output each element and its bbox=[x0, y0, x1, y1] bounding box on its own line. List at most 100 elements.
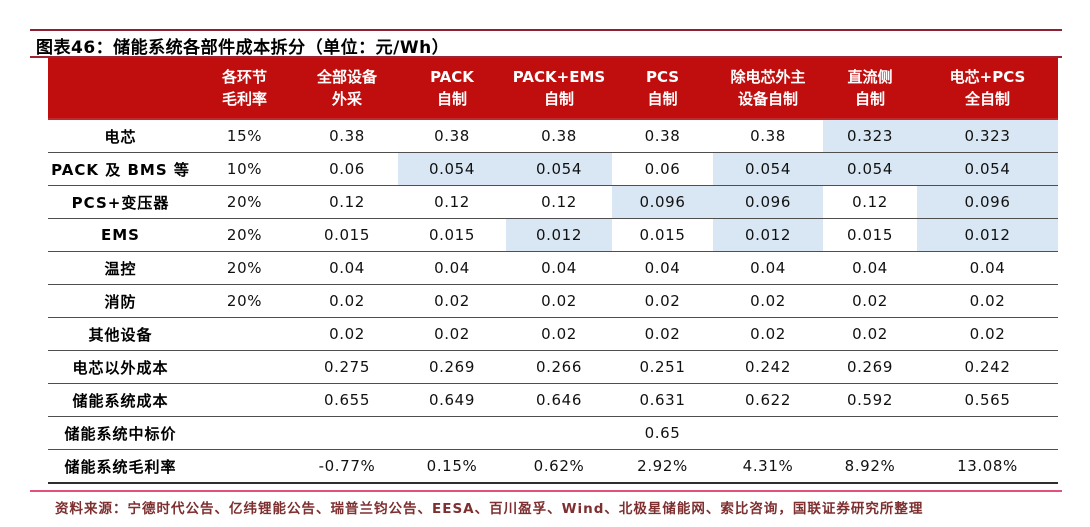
column-header: PACK+EMS 自制 bbox=[506, 58, 612, 119]
row-label: 其他设备 bbox=[88, 325, 153, 344]
table-cell: 0.012 bbox=[917, 218, 1058, 252]
table-cell: 0.015 bbox=[324, 226, 370, 244]
row-label: 储能系统成本 bbox=[72, 391, 169, 410]
table-row: 储能系统成本 0.655 0.649 0.646 0.631 0.622 0.592 0.56… bbox=[48, 383, 1058, 417]
table-cell: 0.38 bbox=[750, 127, 786, 145]
table-cell bbox=[713, 417, 823, 450]
table-cell: 0.266 bbox=[536, 358, 582, 376]
table-cell: 0.269 bbox=[429, 358, 475, 376]
source-note: 资料来源：宁德时代公告、亿纬锂能公告、瑞普兰钧公告、EESA、百川盈孚、Wind… bbox=[55, 501, 924, 517]
row-label: 温控 bbox=[104, 259, 137, 278]
table-cell: 0.04 bbox=[852, 259, 888, 277]
table-cell bbox=[823, 417, 917, 450]
table-cell: 0.12 bbox=[852, 193, 888, 211]
table-row: EMS 20% 0.015 0.015 0.012 0.015 0.012 0.015 0.01… bbox=[48, 218, 1058, 252]
table-header: 各环节 毛利率 全部设备 外采 PACK 自制 PACK+EMS 自制 PCS 自制 除电芯外主 设备… bbox=[48, 58, 1058, 119]
table-cell: 0.38 bbox=[541, 127, 577, 145]
table-cell: 20% bbox=[226, 226, 263, 244]
table-cell: 0.02 bbox=[750, 292, 786, 310]
table-cell bbox=[193, 351, 296, 384]
table-cell: 0.06 bbox=[329, 160, 365, 178]
row-label: PACK 及 BMS 等 bbox=[51, 160, 190, 179]
table-cell: 0.096 bbox=[917, 185, 1058, 219]
table-cell: 0.02 bbox=[541, 292, 577, 310]
table-cell: 0.38 bbox=[434, 127, 470, 145]
top-rule-divider bbox=[30, 29, 1062, 31]
bottom-rule-divider bbox=[30, 490, 1062, 492]
row-label: EMS bbox=[101, 226, 140, 244]
table-cell: 0.02 bbox=[969, 292, 1006, 310]
table-cell: 20% bbox=[226, 193, 263, 211]
table-row: 温控 20% 0.04 0.04 0.04 0.04 0.04 0.04 0.04 bbox=[48, 251, 1058, 285]
column-header: 各环节 毛利率 bbox=[193, 58, 296, 119]
table-cell: 0.12 bbox=[541, 193, 577, 211]
table-cell: 0.622 bbox=[745, 391, 791, 409]
table-cell: 0.02 bbox=[852, 292, 888, 310]
table-cell: 0.04 bbox=[644, 259, 681, 277]
table-row: 储能系统中标价 0.65 bbox=[48, 416, 1058, 450]
table-cell: 0.12 bbox=[329, 193, 365, 211]
table-cell: 0.02 bbox=[644, 325, 681, 343]
table-cell: 0.323 bbox=[917, 119, 1058, 153]
row-label: 电芯 bbox=[104, 127, 137, 146]
table-cell: 0.015 bbox=[639, 226, 686, 244]
table-row: PCS+变压器 20% 0.12 0.12 0.12 0.096 0.096 0.12 0.09… bbox=[48, 185, 1058, 219]
table-cell: 0.15% bbox=[426, 457, 478, 475]
table-cell: 0.012 bbox=[713, 218, 823, 252]
table-cell: 0.04 bbox=[541, 259, 577, 277]
figure-title: 图表46：储能系统各部件成本拆分（单位：元/Wh） bbox=[36, 38, 450, 58]
table-body: 电芯 15% 0.38 0.38 0.38 0.38 0.38 0.323 0.323 PACK … bbox=[48, 119, 1058, 483]
column-header: PACK 自制 bbox=[398, 58, 506, 119]
table-cell: 0.592 bbox=[847, 391, 893, 409]
table-cell: 0.65 bbox=[644, 424, 681, 442]
column-header: PCS 自制 bbox=[612, 58, 713, 119]
table-cell: 0.054 bbox=[398, 152, 506, 186]
column-header: 全部设备 外采 bbox=[296, 58, 398, 119]
table-cell: 0.649 bbox=[429, 391, 475, 409]
table-cell: 0.06 bbox=[644, 160, 681, 178]
table-cell bbox=[917, 417, 1058, 450]
table-row: 电芯以外成本 0.275 0.269 0.266 0.251 0.242 0.269 0.24… bbox=[48, 350, 1058, 384]
table-cell: 0.02 bbox=[852, 325, 888, 343]
row-label: 消防 bbox=[104, 292, 137, 311]
table-cell: 0.02 bbox=[644, 292, 681, 310]
table-cell: 0.02 bbox=[541, 325, 577, 343]
table-cell: 0.02 bbox=[434, 292, 470, 310]
table-cell: 0.04 bbox=[434, 259, 470, 277]
table-cell: 0.04 bbox=[329, 259, 365, 277]
table-row: 其他设备 0.02 0.02 0.02 0.02 0.02 0.02 0.02 bbox=[48, 317, 1058, 351]
table-cell: 0.054 bbox=[506, 152, 612, 186]
table-cell: 0.631 bbox=[639, 391, 686, 409]
table-cell: 20% bbox=[226, 292, 263, 310]
table-cell bbox=[398, 417, 506, 450]
row-label: 电芯以外成本 bbox=[72, 358, 169, 377]
table-cell: 0.38 bbox=[329, 127, 365, 145]
table-cell: 0.02 bbox=[969, 325, 1006, 343]
column-header bbox=[48, 58, 193, 119]
table-cell: 0.012 bbox=[506, 218, 612, 252]
table-cell: 0.015 bbox=[847, 226, 893, 244]
header-row: 各环节 毛利率 全部设备 外采 PACK 自制 PACK+EMS 自制 PCS 自制 除电芯外主 设备… bbox=[48, 58, 1058, 119]
table-cell: 0.565 bbox=[964, 391, 1011, 409]
table-cell: 0.02 bbox=[329, 325, 365, 343]
column-header: 直流侧 自制 bbox=[823, 58, 917, 119]
table-row: PACK 及 BMS 等 10% 0.06 0.054 0.054 0.06 0.054 0.… bbox=[48, 152, 1058, 186]
table-cell: 0.323 bbox=[823, 119, 917, 153]
table-cell: 0.269 bbox=[847, 358, 893, 376]
table-cell: 2.92% bbox=[637, 457, 688, 475]
table-cell: 10% bbox=[226, 160, 263, 178]
table-cell: 0.054 bbox=[823, 152, 917, 186]
table-cell: 0.054 bbox=[713, 152, 823, 186]
row-label: PCS+变压器 bbox=[71, 193, 170, 212]
table-cell: 0.04 bbox=[969, 259, 1006, 277]
row-label: 储能系统中标价 bbox=[64, 424, 177, 443]
table-cell: 0.12 bbox=[434, 193, 470, 211]
table-row: 电芯 15% 0.38 0.38 0.38 0.38 0.38 0.323 0.323 bbox=[48, 119, 1058, 153]
column-header: 除电芯外主 设备自制 bbox=[713, 58, 823, 119]
table-cell: 0.054 bbox=[917, 152, 1058, 186]
table-cell bbox=[193, 417, 296, 450]
title-underline-divider bbox=[30, 56, 1062, 58]
cost-breakdown-table: 各环节 毛利率 全部设备 外采 PACK 自制 PACK+EMS 自制 PCS 自制 除电芯外主 设备… bbox=[48, 58, 1058, 484]
table-cell: 0.015 bbox=[429, 226, 475, 244]
